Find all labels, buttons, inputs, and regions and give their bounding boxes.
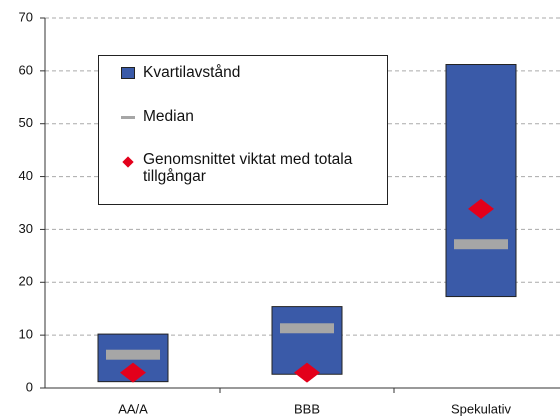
x-tick-label: Spekulativ	[451, 401, 511, 416]
y-tick-label: 10	[19, 327, 33, 342]
legend-swatch	[121, 116, 135, 119]
y-tick-label: 20	[19, 274, 33, 289]
mean	[468, 198, 494, 219]
y-tick-label: 70	[19, 9, 33, 24]
legend-label: Kvartilavstånd	[143, 64, 241, 81]
x-tick-label: BBB	[294, 401, 320, 416]
legend-label: Genomsnittet viktat med totala tillgånga…	[143, 151, 353, 185]
legend-swatch	[121, 67, 135, 79]
x-tick-label: AA/A	[118, 401, 148, 416]
y-tick-label: 30	[19, 221, 33, 236]
y-tick-label: 0	[26, 379, 33, 394]
y-tick-label: 60	[19, 62, 33, 77]
median	[106, 349, 160, 360]
legend-swatch	[122, 156, 134, 168]
y-tick-label: 40	[19, 168, 33, 183]
iqr-bar	[445, 64, 517, 298]
legend-item: Median	[121, 108, 379, 125]
mean	[294, 362, 320, 383]
median	[454, 239, 508, 250]
legend-item: Genomsnittet viktat med totala tillgånga…	[121, 151, 379, 185]
legend-item: Kvartilavstånd	[121, 64, 379, 81]
mean	[120, 362, 146, 383]
median	[280, 323, 334, 334]
y-tick-label: 50	[19, 115, 33, 130]
legend: Kvartilavstånd Median Genomsnittet viktat …	[98, 55, 388, 205]
legend-label: Median	[143, 108, 194, 125]
